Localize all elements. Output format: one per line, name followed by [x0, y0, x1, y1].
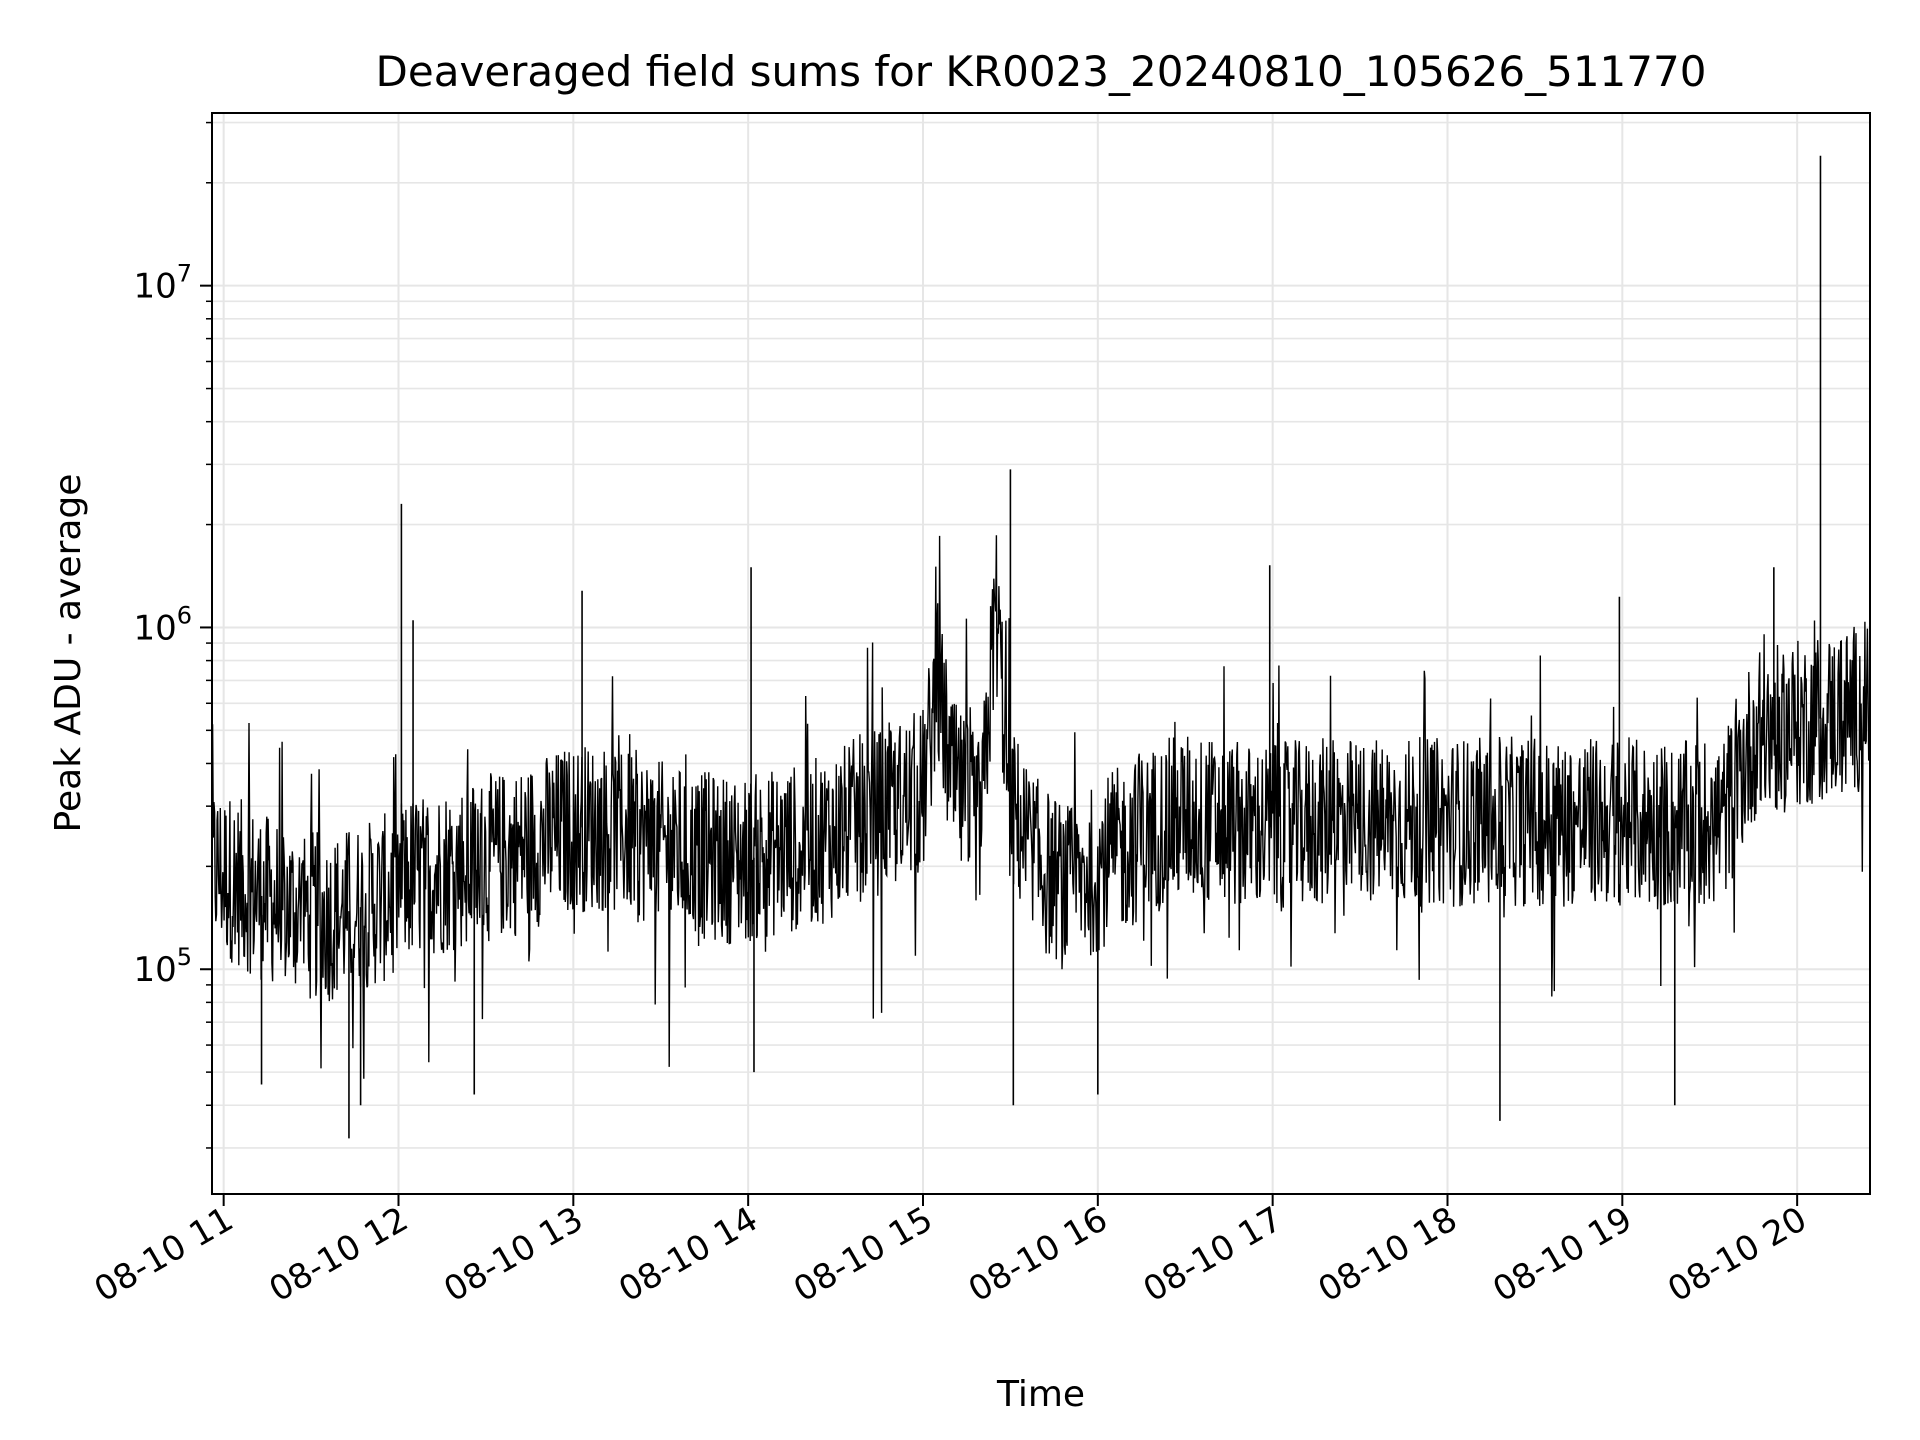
y-tick-label: 105 [133, 943, 192, 990]
y-tick-label: 107 [133, 260, 192, 307]
x-axis-label: Time [996, 1374, 1085, 1415]
spike-marks [260, 155, 1822, 1139]
series-line [211, 535, 1871, 1079]
plot-frame [211, 112, 1871, 1195]
chart-title: Deaveraged field sums for KR0023_2024081… [376, 47, 1707, 96]
y-axis-label: Peak ADU - average [48, 474, 89, 833]
y-axis: 105 106 107 [133, 121, 212, 1149]
y-tick-label: 106 [133, 601, 192, 648]
